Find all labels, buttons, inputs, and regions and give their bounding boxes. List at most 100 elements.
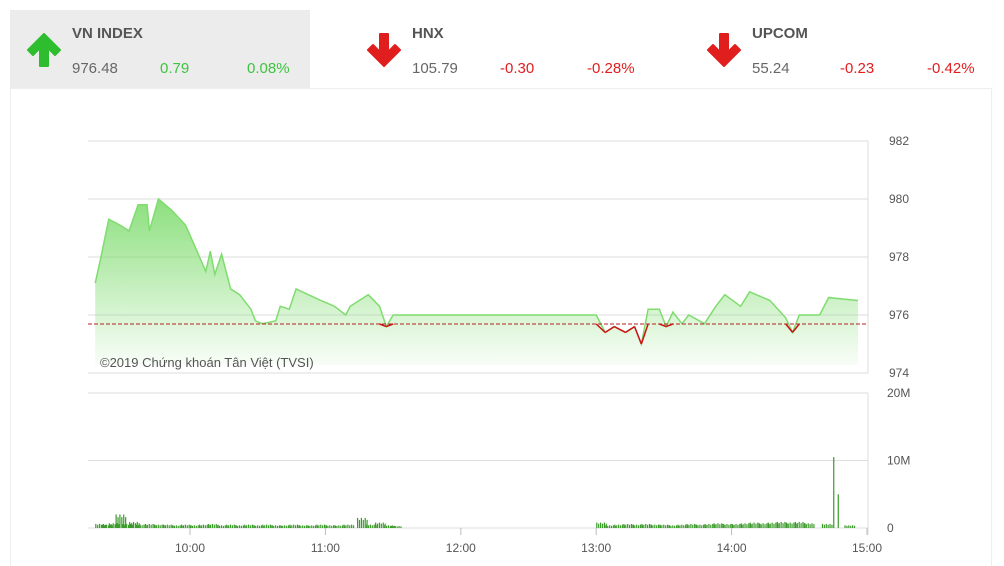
volume-bar: [220, 525, 223, 528]
volume-bar: [695, 524, 697, 528]
volume-bar: [603, 522, 605, 528]
volume-bar: [767, 522, 769, 528]
volume-bar: [758, 523, 760, 528]
volume-bar: [244, 524, 246, 528]
volume-bar: [314, 525, 317, 528]
volume-bar: [610, 525, 613, 528]
volume-bar: [146, 524, 148, 528]
volume-bar: [706, 524, 708, 528]
volume-bar: [385, 525, 388, 528]
x-tick-label: 12:00: [446, 541, 476, 555]
volume-bar: [311, 525, 313, 528]
volume-bar: [287, 525, 290, 528]
volume-bar: [659, 524, 661, 528]
volume-bar: [387, 525, 390, 528]
volume-bar: [246, 525, 248, 528]
volume-bar: [182, 525, 185, 528]
volume-bar: [291, 525, 293, 528]
volume-bar: [694, 523, 696, 528]
volume-bar: [789, 522, 791, 528]
volume-bar: [238, 525, 241, 528]
volume-bar: [807, 523, 809, 528]
index-change: 0.79: [160, 60, 190, 77]
volume-bar: [638, 525, 640, 528]
volume-bar: [302, 525, 304, 528]
volume-bar: [95, 523, 97, 528]
volume-bar: [200, 525, 203, 528]
x-tick-label: 13:00: [581, 541, 611, 555]
volume-bar: [264, 525, 266, 528]
volume-bar: [785, 522, 787, 528]
volume-bar: [242, 525, 244, 528]
volume-bar: [809, 524, 811, 528]
volume-bar: [390, 525, 393, 528]
volume-bar: [619, 525, 622, 528]
index-card-upcom[interactable]: UPCOM 55.24 -0.23 -0.42%: [690, 10, 990, 88]
volume-bar: [848, 525, 850, 528]
index-card-vn-index[interactable]: VN INDEX 976.48 0.79 0.08%: [10, 10, 310, 88]
volume-bar: [811, 523, 813, 528]
volume-bar: [294, 525, 297, 528]
volume-bar: [755, 523, 757, 528]
volume-bar: [121, 517, 123, 528]
volume-bar: [852, 525, 854, 528]
volume-bar: [618, 524, 620, 528]
volume-bar: [269, 524, 272, 528]
volume-bar: [161, 524, 163, 528]
volume-bar: [600, 522, 602, 528]
volume-bar: [713, 523, 715, 528]
volume-bar: [612, 525, 615, 528]
volume-bar: [275, 525, 277, 528]
volume-bar: [188, 524, 190, 528]
volume-bar: [135, 524, 138, 528]
volume-bar: [231, 525, 234, 528]
volume-bar: [237, 525, 239, 528]
volume-bar: [778, 523, 780, 528]
volume-bar: [643, 524, 645, 528]
volume-bar: [389, 525, 391, 528]
volume-bar: [391, 525, 393, 528]
volume-bar: [320, 524, 322, 528]
volume-bar: [197, 525, 199, 528]
y-tick-label: 976: [889, 308, 909, 322]
volume-bar: [334, 525, 336, 528]
volume-bar: [134, 523, 136, 528]
volume-bar: [373, 524, 375, 528]
volume-bar: [699, 524, 701, 528]
volume-bar: [802, 521, 804, 528]
volume-bar: [796, 523, 798, 528]
index-value: 105.79: [412, 60, 458, 77]
volume-bar: [394, 525, 396, 528]
volume-bar: [601, 523, 604, 528]
volume-bar: [805, 524, 807, 528]
volume-bar: [173, 525, 176, 528]
index-change: -0.30: [500, 60, 535, 77]
volume-bar: [144, 523, 147, 528]
volume-bar: [143, 524, 145, 528]
volume-bar: [305, 525, 308, 528]
volume-bar: [124, 524, 126, 528]
volume-bar: [846, 525, 848, 528]
volume-bar: [186, 525, 188, 528]
volume-bar: [112, 523, 114, 528]
volume-bar: [166, 524, 168, 528]
volume-bar: [152, 523, 154, 528]
volume-bar: [128, 524, 130, 528]
price-below-segment: [785, 323, 794, 333]
volume-bar: [794, 521, 796, 528]
volume-bar: [360, 517, 362, 528]
price-below-segment: [379, 323, 387, 328]
index-card-hnx[interactable]: HNX 105.79 -0.30 -0.28%: [350, 10, 650, 88]
volume-bar: [253, 525, 255, 528]
volume-bar: [850, 525, 852, 528]
volume-bar: [298, 525, 300, 528]
volume-bar: [347, 524, 349, 528]
volume-bar: [376, 523, 379, 528]
arrow-down-icon: [367, 33, 401, 67]
volume-bar: [661, 525, 663, 528]
volume-bar: [293, 524, 295, 528]
volume-bar: [137, 525, 139, 528]
volume-bar: [793, 522, 795, 528]
volume-bar: [164, 525, 167, 528]
volume-bar: [647, 524, 649, 528]
